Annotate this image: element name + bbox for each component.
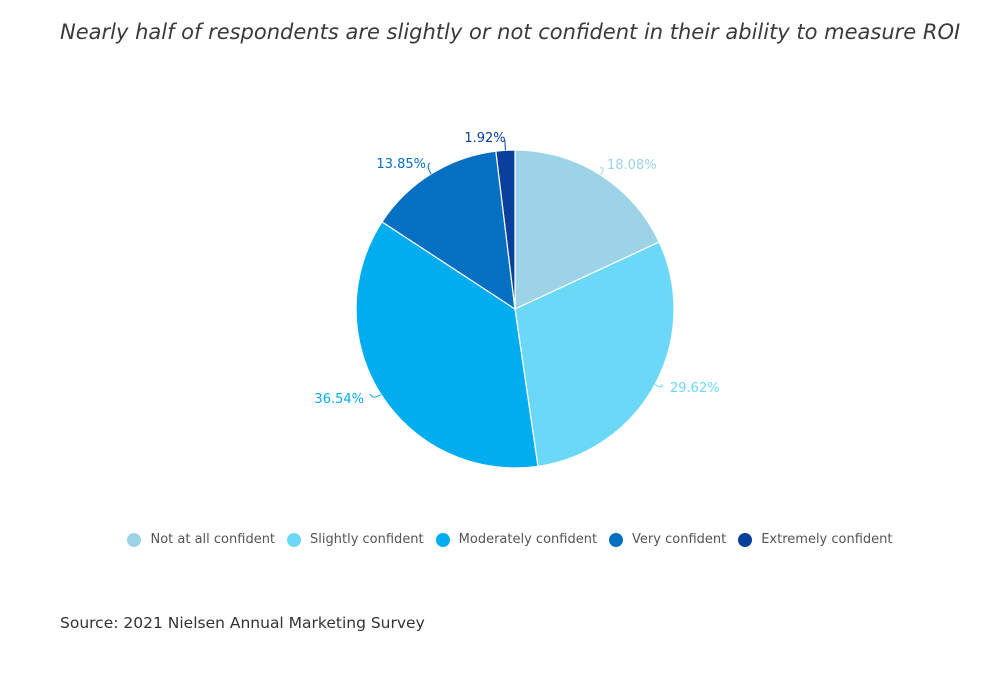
data-label-moderately-confident: 36.54% — [314, 392, 364, 407]
leader-line-moderately-confident — [369, 393, 382, 398]
leader-line-slightly-confident — [654, 383, 663, 388]
legend-label: Very confident — [632, 532, 727, 547]
leader-line-not-at-all-confident — [599, 167, 604, 176]
pie-slice-very-confident[interactable] — [381, 150, 516, 311]
source-note: Source: 2021 Nielsen Annual Marketing Su… — [60, 614, 425, 632]
legend-item-extremely-confident[interactable]: Extremely confident — [738, 532, 893, 547]
legend-label: Moderately confident — [458, 532, 598, 547]
legend-swatch — [435, 532, 450, 547]
legend-item-very-confident[interactable]: Very confident — [609, 532, 726, 547]
legend-item-not-at-all-confident[interactable]: Not at all confident — [127, 532, 275, 547]
pie-slice-moderately-confident[interactable] — [355, 221, 539, 469]
data-label-very-confident: 13.85% — [376, 157, 426, 172]
data-label-slightly-confident: 29.62% — [670, 381, 720, 396]
pie-slice-not-at-all-confident[interactable] — [514, 149, 660, 310]
legend: Not at all confident Slightly confident … — [0, 532, 1000, 547]
legend-item-moderately-confident[interactable]: Moderately confident — [435, 532, 598, 547]
legend-label: Not at all confident — [150, 532, 276, 547]
data-label-extremely-confident: 1.92% — [464, 131, 505, 146]
legend-swatch — [738, 532, 753, 547]
legend-label: Extremely confident — [761, 532, 893, 547]
pie-slice-slightly-confident[interactable] — [514, 241, 675, 468]
chart-title: Nearly half of respondents are slightly … — [60, 20, 961, 44]
legend-item-slightly-confident[interactable]: Slightly confident — [287, 532, 424, 547]
pie-slice-extremely-confident[interactable] — [495, 149, 516, 310]
leader-line-very-confident — [427, 162, 432, 175]
legend-swatch — [287, 532, 302, 547]
legend-swatch — [127, 532, 142, 547]
legend-label: Slightly confident — [310, 532, 424, 547]
data-label-not-at-all-confident: 18.08% — [607, 158, 657, 173]
legend-swatch — [609, 532, 624, 547]
